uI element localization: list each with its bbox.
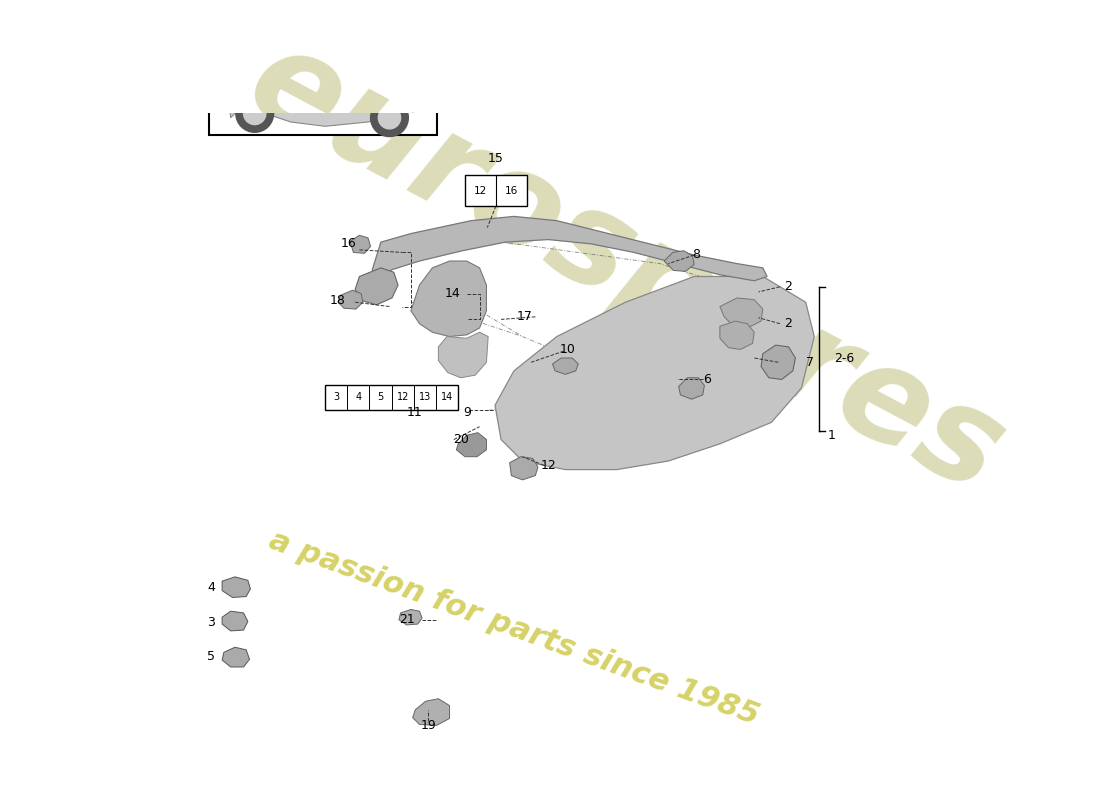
Polygon shape xyxy=(664,250,694,271)
Polygon shape xyxy=(372,49,419,79)
Polygon shape xyxy=(412,698,450,726)
Polygon shape xyxy=(222,611,248,631)
Text: 7: 7 xyxy=(806,356,814,369)
Polygon shape xyxy=(222,577,251,598)
Polygon shape xyxy=(719,321,755,350)
Text: 9: 9 xyxy=(463,406,471,418)
Text: 21: 21 xyxy=(399,614,416,626)
Text: 3: 3 xyxy=(207,616,215,629)
Polygon shape xyxy=(338,290,363,309)
Text: 18: 18 xyxy=(330,294,345,307)
Polygon shape xyxy=(222,647,250,667)
Text: 13: 13 xyxy=(419,393,431,402)
Polygon shape xyxy=(495,277,814,470)
Text: 3: 3 xyxy=(333,393,339,402)
Circle shape xyxy=(243,102,266,125)
Polygon shape xyxy=(439,332,488,378)
Text: eurospares: eurospares xyxy=(227,16,1024,520)
Text: 19: 19 xyxy=(420,719,436,732)
Text: a passion for parts since 1985: a passion for parts since 1985 xyxy=(265,526,763,730)
Polygon shape xyxy=(509,457,538,480)
Polygon shape xyxy=(719,298,762,328)
Text: 2-6: 2-6 xyxy=(834,352,855,366)
Polygon shape xyxy=(350,235,371,254)
Text: 1: 1 xyxy=(827,429,835,442)
Polygon shape xyxy=(411,261,486,337)
Polygon shape xyxy=(552,358,579,374)
Text: 2: 2 xyxy=(784,317,792,330)
Bar xyxy=(465,175,527,206)
Text: 14: 14 xyxy=(444,287,460,300)
Text: 15: 15 xyxy=(488,152,504,165)
Text: 6: 6 xyxy=(703,373,711,386)
Polygon shape xyxy=(355,268,398,305)
Polygon shape xyxy=(229,33,424,126)
Polygon shape xyxy=(372,217,767,281)
Text: 17: 17 xyxy=(517,310,534,323)
Polygon shape xyxy=(256,54,278,81)
Text: 5: 5 xyxy=(207,650,215,663)
Text: 5: 5 xyxy=(377,393,384,402)
Text: 12: 12 xyxy=(396,393,409,402)
Text: 16: 16 xyxy=(340,238,356,250)
Text: 20: 20 xyxy=(453,433,469,446)
Bar xyxy=(209,0,437,135)
Text: 16: 16 xyxy=(505,186,518,196)
Text: 4: 4 xyxy=(207,581,215,594)
Text: 2: 2 xyxy=(784,280,792,294)
Polygon shape xyxy=(679,378,704,399)
Text: 10: 10 xyxy=(559,343,575,356)
Text: 11: 11 xyxy=(407,406,422,418)
Text: 14: 14 xyxy=(441,393,453,402)
Polygon shape xyxy=(270,33,398,62)
Circle shape xyxy=(378,106,400,129)
Polygon shape xyxy=(761,345,795,379)
Polygon shape xyxy=(399,610,422,625)
Circle shape xyxy=(371,99,408,137)
Bar xyxy=(326,385,458,410)
Text: 12: 12 xyxy=(540,458,557,472)
Text: 4: 4 xyxy=(355,393,362,402)
Text: 12: 12 xyxy=(474,186,487,196)
Polygon shape xyxy=(456,433,486,457)
Text: 8: 8 xyxy=(692,248,700,261)
Circle shape xyxy=(235,94,274,132)
